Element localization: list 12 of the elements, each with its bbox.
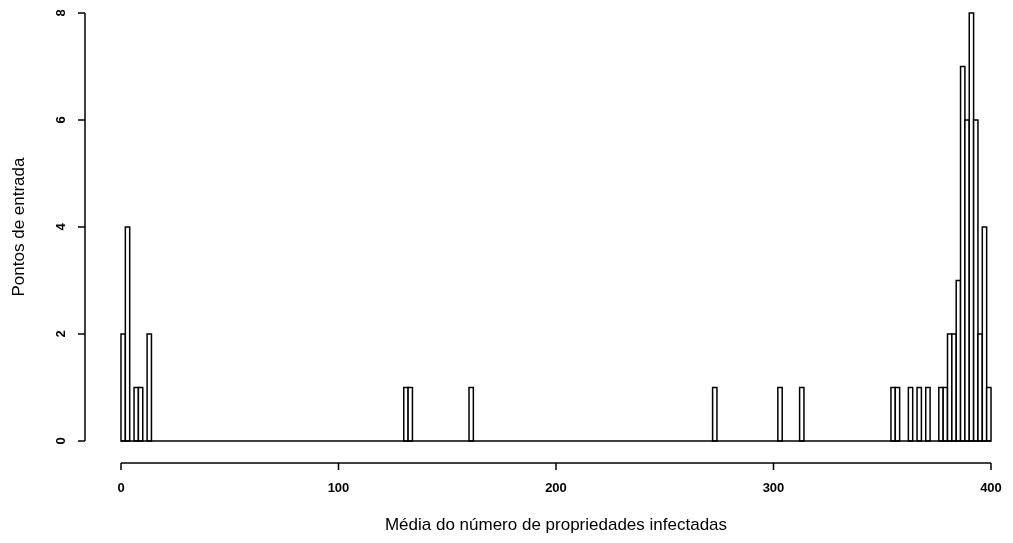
x-tick-label: 200 <box>545 480 567 495</box>
y-tick-label: 8 <box>53 9 68 17</box>
x-axis-title: Média do número de propriedades infectadas <box>384 515 728 534</box>
y-tick-label: 0 <box>53 437 68 445</box>
y-tick-label: 6 <box>53 116 68 124</box>
x-tick-label: 400 <box>980 480 1002 495</box>
y-tick-label: 4 <box>53 222 68 231</box>
y-axis-title: Pontos de entrada <box>9 156 28 297</box>
x-tick-label: 300 <box>762 480 785 495</box>
y-tick-label: 2 <box>53 330 68 338</box>
x-tick-label: 100 <box>327 480 350 495</box>
x-tick-label: 0 <box>117 480 125 495</box>
